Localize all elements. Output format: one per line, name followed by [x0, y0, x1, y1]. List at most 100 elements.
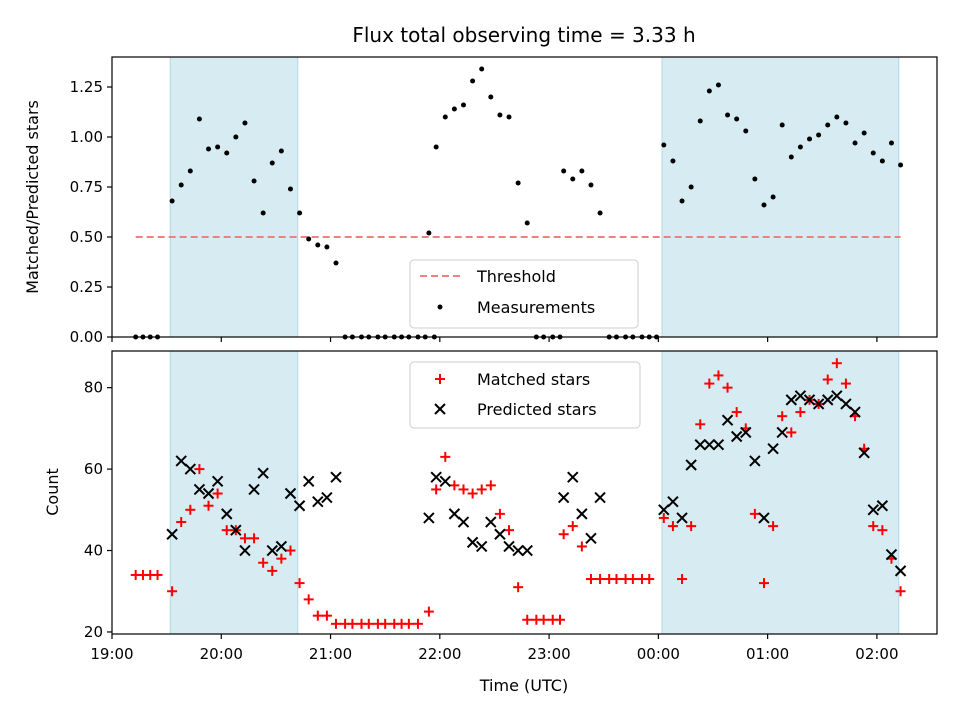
bottom-y-axis-label: Count — [43, 468, 62, 516]
matched-star-point — [795, 407, 806, 418]
measurement-point — [679, 198, 685, 204]
matched-star-point — [347, 618, 358, 629]
predicted-star-point — [730, 430, 743, 443]
matched-star-point — [713, 370, 724, 381]
predicted-star-point — [475, 540, 488, 553]
predicted-star-point — [230, 524, 242, 536]
predicted-star-point — [822, 394, 834, 406]
matched-star-point — [285, 545, 296, 556]
measurement-point — [743, 128, 749, 134]
predicted-star-point — [423, 512, 435, 524]
measurement-point — [524, 220, 530, 226]
predicted-star-point — [184, 463, 197, 475]
matched-star-point — [485, 480, 496, 491]
predicted-star-point — [894, 565, 907, 577]
predicted-star-point — [257, 467, 269, 479]
predicted-star-point — [567, 471, 579, 483]
top-y-tick-label: 0.25 — [70, 278, 103, 296]
predicted-star-point — [667, 495, 679, 508]
measurement-point — [196, 116, 202, 122]
top-y-axis-label: Matched/Predicted stars — [23, 100, 42, 294]
top-y-ticks: 0.00 0.25 0.50 0.75 1.00 1.25 — [70, 78, 112, 346]
bottom-y-tick-label: 20 — [84, 623, 103, 641]
predicted-star-point — [676, 512, 688, 524]
top-shaded-intervals — [169, 56, 900, 338]
matched-star-point — [695, 419, 706, 430]
top-y-tick-label: 0.75 — [70, 178, 103, 196]
measurement-point — [834, 114, 840, 120]
measurement-point — [315, 242, 321, 248]
measurement-point — [169, 198, 175, 204]
predicted-star-point — [712, 438, 725, 451]
matched-star-point — [522, 614, 533, 625]
measurement-point — [206, 146, 212, 152]
predicted-star-point — [284, 487, 297, 500]
matched-star-point — [167, 586, 178, 597]
shaded-interval — [169, 56, 299, 338]
measurement-point — [725, 112, 731, 118]
predicted-star-point — [740, 426, 752, 439]
predicted-star-point — [466, 536, 479, 549]
predicted-star-point — [885, 548, 898, 561]
matched-star-point — [758, 578, 769, 589]
predicted-star-point — [767, 443, 779, 455]
matched-star-point — [494, 508, 505, 519]
measurement-point — [788, 154, 794, 160]
measurement-point — [269, 160, 275, 166]
matched-star-point — [458, 484, 469, 495]
matched-star-point — [239, 533, 250, 544]
matched-star-point — [667, 521, 678, 532]
measurement-point — [497, 112, 503, 118]
predicted-star-point — [439, 475, 451, 488]
threshold-legend-label: Threshold — [476, 267, 556, 286]
measurement-point — [715, 82, 721, 88]
matched-star-point — [677, 574, 688, 585]
predicted-star-point — [293, 500, 306, 512]
measurement-point — [333, 260, 339, 266]
measurement-point — [251, 178, 257, 184]
predicted-star-point — [457, 516, 470, 528]
measurement-point — [797, 144, 803, 150]
matched-star-point — [194, 464, 205, 475]
measurement-point — [870, 150, 876, 156]
predicted-star-point — [521, 544, 533, 557]
measurement-point — [515, 180, 521, 186]
measurement-point — [260, 210, 266, 216]
predicted-star-point — [175, 455, 187, 467]
x-tick-label: 21:00 — [309, 645, 352, 663]
x-tick-label: 00:00 — [637, 645, 680, 663]
predicted-star-point — [512, 544, 524, 557]
matched-star-point — [822, 374, 833, 385]
measurement-point — [898, 162, 904, 168]
predicted-star-point — [831, 390, 843, 402]
predicted-star-point — [494, 528, 506, 540]
x-tick-label: 01:00 — [746, 645, 789, 663]
predicted-star-point — [776, 426, 788, 439]
matched-star-point — [321, 610, 332, 621]
matched-star-point — [786, 427, 797, 438]
measurement-point — [287, 186, 293, 192]
predicted-star-point — [721, 414, 734, 426]
measurement-point — [779, 122, 785, 128]
top-y-tick-label: 0.50 — [70, 228, 103, 246]
predicted-star-point — [321, 491, 333, 504]
matched-star-point — [585, 574, 596, 585]
predicted-star-point — [840, 398, 852, 410]
top-y-tick-label: 1.25 — [70, 78, 103, 96]
measurement-point — [242, 120, 248, 126]
predicted-star-point — [302, 475, 315, 488]
top-x-ticks — [111, 337, 878, 342]
matched-star-point — [722, 382, 733, 393]
matched-star-point — [267, 565, 278, 576]
measurement-point — [879, 158, 885, 164]
matched-star-point — [476, 484, 487, 495]
matched-star-point — [595, 574, 606, 585]
predicted-star-point — [812, 398, 825, 410]
measurement-point — [561, 168, 567, 174]
measurement-point — [807, 136, 813, 142]
matched-legend-glyph — [435, 374, 445, 384]
measurement-point — [433, 144, 439, 150]
matched-star-point — [749, 508, 760, 519]
measurement-point — [579, 168, 585, 174]
